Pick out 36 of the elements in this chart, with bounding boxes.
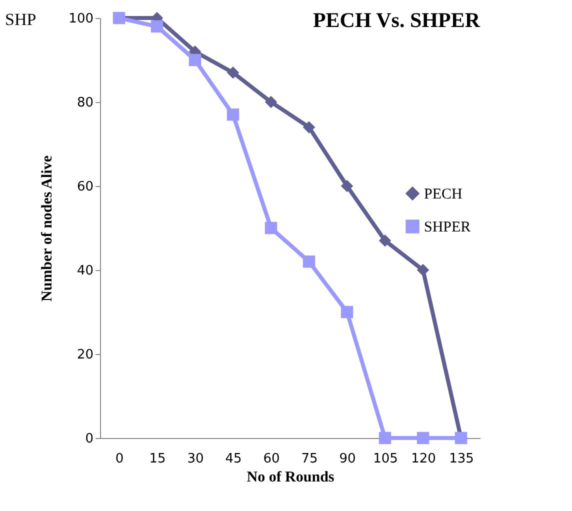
point [416, 432, 430, 444]
x-tick-label: 75 [301, 452, 318, 466]
y-tick-label: 60 [76, 180, 94, 194]
legend-label: SHPER [424, 220, 471, 236]
point [226, 66, 240, 79]
x-tick-label: 105 [373, 452, 398, 466]
point [302, 121, 316, 134]
x-tick-label: 0 [115, 452, 124, 466]
x-tick-label: 120 [411, 452, 436, 466]
y-tick-label: 40 [76, 264, 94, 278]
x-tick-label: 30 [187, 452, 204, 466]
point [378, 234, 392, 247]
point [226, 108, 240, 121]
y-tick-label: 0 [85, 432, 94, 446]
point [378, 432, 392, 444]
point [340, 180, 354, 192]
point [264, 96, 278, 108]
y-tick-label: 80 [76, 96, 94, 110]
point [302, 255, 316, 268]
point [188, 54, 202, 66]
point [150, 20, 164, 33]
legend-label: PECH [424, 186, 463, 202]
y-axis-title: Number of nodes Alive [40, 155, 56, 302]
point [416, 264, 430, 276]
x-axis-title: No of Rounds [246, 470, 334, 486]
chart-title: PECH Vs. SHPER [312, 8, 481, 32]
point [340, 306, 354, 318]
x-tick-label: 135 [449, 452, 474, 466]
x-tick-label: 60 [263, 452, 280, 466]
point [264, 222, 278, 234]
y-tick-label: 100 [68, 12, 94, 26]
text: SHP [5, 10, 36, 29]
y-tick-label: 20 [76, 348, 94, 362]
x-tick-label: 45 [225, 452, 242, 466]
x-tick-label: 90 [339, 452, 356, 466]
x-tick-label: 15 [149, 452, 166, 466]
